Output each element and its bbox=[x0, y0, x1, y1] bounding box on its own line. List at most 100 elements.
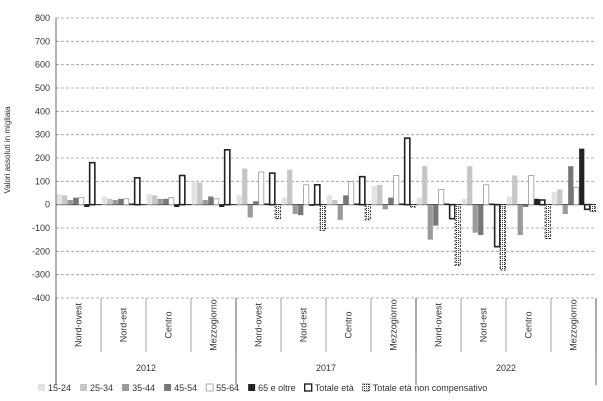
bar-totale-et- bbox=[403, 137, 411, 206]
y-tick-label: -200 bbox=[32, 246, 50, 256]
bar-35-44 bbox=[247, 204, 253, 218]
bar-totale-et- bbox=[268, 172, 276, 206]
bar-totale-et-non-compensativo bbox=[544, 204, 551, 240]
bar-35-44 bbox=[427, 204, 433, 240]
bar-15-24 bbox=[56, 194, 62, 205]
bar-65-e-oltre bbox=[174, 204, 180, 207]
y-tick-label: -400 bbox=[32, 293, 50, 303]
bar-15-24 bbox=[506, 196, 512, 205]
bar-45-54 bbox=[478, 204, 484, 235]
bar-45-54 bbox=[433, 204, 439, 226]
bar-35-44 bbox=[337, 204, 343, 220]
legend-label: Totale età bbox=[315, 383, 354, 393]
y-tick-label: 600 bbox=[35, 60, 50, 70]
group-label: 2012 bbox=[136, 363, 156, 373]
bar-45-54 bbox=[208, 196, 214, 205]
bar-totale-et-non-compensativo bbox=[319, 204, 326, 231]
bar-25-34 bbox=[62, 195, 68, 205]
y-tick-label: 0 bbox=[45, 200, 50, 210]
bar-65-e-oltre bbox=[264, 203, 270, 205]
y-tick-label: 200 bbox=[35, 153, 50, 163]
bar-totale-et- bbox=[358, 175, 366, 206]
legend-swatch bbox=[38, 384, 45, 391]
bar-35-44 bbox=[472, 204, 478, 233]
bar-totale-et-non-compensativo bbox=[409, 204, 416, 208]
bar-55-64 bbox=[528, 175, 535, 206]
bar-totale-et- bbox=[223, 149, 231, 206]
category-label: Nord-est bbox=[119, 307, 129, 342]
bar-25-34 bbox=[107, 198, 113, 205]
bar-35-44 bbox=[67, 200, 73, 205]
bar-35-44 bbox=[202, 200, 208, 205]
bar-45-54 bbox=[388, 197, 394, 205]
bar-55-64 bbox=[213, 198, 220, 206]
bar-25-34 bbox=[467, 166, 473, 205]
bar-35-44 bbox=[382, 204, 388, 210]
legend-label: Totale età non compensativo bbox=[373, 383, 488, 393]
bar-25-34 bbox=[512, 175, 518, 205]
bar-45-54 bbox=[118, 198, 124, 205]
legend-swatch bbox=[122, 384, 130, 391]
bar-65-e-oltre bbox=[129, 203, 135, 205]
group-label: 2017 bbox=[316, 363, 336, 373]
bar-55-64 bbox=[123, 198, 130, 206]
legend-swatch bbox=[205, 383, 214, 392]
bar-25-34 bbox=[152, 195, 158, 205]
legend-label: 25-34 bbox=[90, 383, 113, 393]
bar-totale-et- bbox=[448, 203, 456, 220]
bar-15-24 bbox=[101, 196, 107, 205]
y-tick-label: 500 bbox=[35, 83, 50, 93]
bar-25-34 bbox=[287, 169, 293, 205]
bar-45-54 bbox=[73, 197, 79, 205]
category-label: Nord-est bbox=[479, 307, 489, 342]
bar-55-64 bbox=[483, 184, 490, 206]
y-tick-label: -100 bbox=[32, 223, 50, 233]
bar-55-64 bbox=[393, 175, 400, 206]
bar-35-44 bbox=[292, 204, 298, 214]
category-label: Nord-ovest bbox=[254, 302, 264, 347]
bar-45-54 bbox=[163, 198, 169, 205]
legend-label: 65 e oltre bbox=[258, 383, 296, 393]
bar-25-34 bbox=[332, 200, 338, 205]
bar-65-e-oltre bbox=[219, 204, 225, 207]
category-label: Nord-ovest bbox=[74, 302, 84, 347]
bar-totale-et- bbox=[178, 174, 186, 206]
bar-55-64 bbox=[438, 189, 445, 206]
bar-25-34 bbox=[422, 166, 428, 205]
bar-25-34 bbox=[242, 168, 248, 205]
bar-totale-et- bbox=[583, 203, 591, 211]
bar-totale-et-non-compensativo bbox=[499, 204, 506, 271]
bar-totale-et-non-compensativo bbox=[589, 204, 596, 213]
bar-15-24 bbox=[551, 191, 557, 205]
category-label: Centro bbox=[524, 311, 534, 338]
bar-45-54 bbox=[343, 195, 349, 205]
bar-15-24 bbox=[236, 195, 242, 205]
bar-totale-et-non-compensativo bbox=[454, 204, 461, 266]
y-axis-title: Valori assoluti in migliaia bbox=[3, 106, 12, 194]
category-label: Nord-est bbox=[299, 307, 309, 342]
legend-label: 45-54 bbox=[174, 383, 197, 393]
bar-65-e-oltre bbox=[489, 203, 495, 205]
bar-65-e-oltre bbox=[309, 204, 315, 206]
bar-55-64 bbox=[348, 180, 355, 206]
bar-15-24 bbox=[281, 197, 287, 205]
legend-label: 35-44 bbox=[132, 383, 155, 393]
legend-swatch bbox=[362, 383, 371, 392]
bar-15-24 bbox=[191, 181, 197, 205]
bar-totale-et- bbox=[313, 184, 321, 206]
bar-55-64 bbox=[303, 184, 310, 206]
category-label: Centro bbox=[344, 311, 354, 338]
bar-15-24 bbox=[371, 186, 377, 205]
bar-25-34 bbox=[197, 182, 203, 205]
plot-area: -400 -300 -200 -100 0 100 200 300 400 500 600 700 80… bbox=[32, 13, 597, 385]
legend-label: 55-64 bbox=[216, 383, 239, 393]
bar-totale-et- bbox=[133, 177, 141, 206]
bar-totale-et-non-compensativo bbox=[364, 204, 371, 221]
legend-label: 15-24 bbox=[48, 383, 71, 393]
y-tick-label: 100 bbox=[35, 176, 50, 186]
bar-65-e-oltre bbox=[354, 203, 360, 205]
bar-45-54 bbox=[253, 201, 259, 205]
bar-15-24 bbox=[326, 195, 332, 205]
legend-swatch bbox=[80, 384, 88, 391]
